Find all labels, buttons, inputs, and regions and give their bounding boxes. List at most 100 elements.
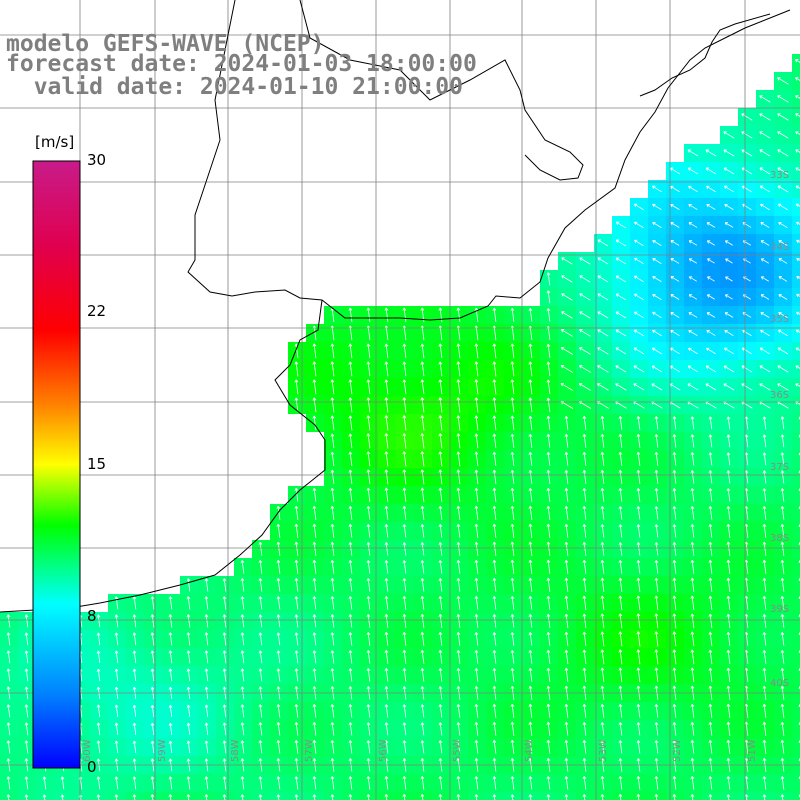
wind-arrow bbox=[582, 703, 587, 718]
wind-arrow bbox=[706, 294, 715, 300]
wind-arrow bbox=[420, 397, 425, 413]
wind-arrow bbox=[330, 578, 335, 592]
wind-arrow bbox=[312, 343, 317, 359]
wind-arrow bbox=[600, 487, 605, 502]
wind-arrow bbox=[725, 276, 733, 282]
wind-arrow bbox=[670, 185, 680, 193]
wind-arrow bbox=[438, 307, 443, 323]
wind-arrow bbox=[420, 343, 425, 359]
wind-arrow bbox=[312, 397, 317, 413]
wind-arrow bbox=[582, 649, 587, 665]
wind-arrow bbox=[597, 275, 609, 283]
wind-arrow bbox=[366, 794, 371, 800]
wind-arrow bbox=[690, 470, 695, 484]
wind-arrow bbox=[762, 739, 767, 754]
wind-arrow bbox=[510, 523, 515, 539]
wind-arrow bbox=[741, 113, 753, 121]
wind-arrow bbox=[600, 613, 605, 629]
wind-arrow bbox=[276, 505, 281, 520]
wind-arrow bbox=[741, 365, 753, 373]
wind-arrow bbox=[726, 794, 731, 800]
wind-arrow bbox=[597, 383, 609, 391]
wind-arrow bbox=[456, 577, 461, 592]
wind-arrow bbox=[186, 740, 191, 754]
wind-arrow bbox=[312, 722, 317, 736]
wind-arrow bbox=[222, 596, 227, 610]
wind-arrow bbox=[796, 239, 800, 244]
wind-arrow bbox=[636, 524, 641, 538]
field-cell bbox=[792, 414, 800, 432]
wind-arrow bbox=[672, 703, 677, 718]
field-cell bbox=[792, 774, 800, 792]
wind-arrow bbox=[510, 433, 515, 449]
wind-arrow bbox=[777, 131, 789, 139]
wind-arrow bbox=[456, 613, 461, 628]
wind-arrow bbox=[510, 721, 515, 736]
wind-arrow bbox=[420, 704, 425, 718]
wind-arrow bbox=[652, 221, 662, 228]
wind-arrow bbox=[24, 704, 29, 718]
wind-arrow bbox=[348, 650, 353, 664]
wind-arrow bbox=[456, 541, 461, 556]
wind-arrow bbox=[366, 397, 371, 413]
wind-arrow bbox=[474, 433, 479, 449]
wind-arrow bbox=[456, 505, 461, 520]
wind-arrow bbox=[492, 397, 497, 413]
wind-arrow bbox=[546, 739, 551, 754]
wind-arrow bbox=[759, 185, 771, 193]
wind-arrow bbox=[96, 668, 101, 682]
wind-arrow bbox=[330, 505, 335, 520]
wind-arrow bbox=[330, 776, 335, 790]
wind-arrow bbox=[528, 308, 533, 322]
field-cell bbox=[792, 216, 800, 234]
wind-arrow bbox=[438, 776, 443, 790]
wind-arrow bbox=[724, 294, 733, 300]
wind-arrow bbox=[312, 541, 317, 556]
field-cell bbox=[792, 522, 800, 540]
wind-arrow bbox=[42, 794, 47, 800]
wind-arrow bbox=[690, 776, 695, 790]
wind-arrow bbox=[672, 667, 677, 683]
wind-arrow bbox=[741, 383, 753, 391]
wind-arrow bbox=[726, 649, 731, 664]
wind-arrow bbox=[654, 451, 659, 466]
wind-arrow bbox=[294, 559, 299, 574]
wind-arrow bbox=[312, 794, 317, 800]
colorbar-tick-22: 22 bbox=[87, 302, 107, 320]
wind-arrow bbox=[114, 722, 119, 736]
field-cell bbox=[594, 792, 612, 800]
wind-arrow bbox=[618, 631, 623, 647]
wind-arrow bbox=[150, 668, 155, 682]
wind-arrow bbox=[582, 613, 587, 629]
wind-arrow bbox=[132, 650, 137, 664]
wind-arrow bbox=[582, 740, 587, 754]
wind-arrow bbox=[654, 667, 659, 683]
field-cell bbox=[666, 792, 684, 800]
wind-arrow bbox=[420, 668, 425, 682]
wind-arrow bbox=[420, 433, 425, 449]
wind-arrow bbox=[384, 469, 389, 485]
wind-arrow bbox=[564, 595, 569, 611]
field-cell bbox=[792, 360, 800, 378]
field-cell bbox=[792, 540, 800, 558]
wind-arrow bbox=[546, 308, 551, 322]
wind-arrow bbox=[672, 722, 677, 736]
wind-arrow bbox=[759, 149, 771, 157]
wind-arrow bbox=[222, 650, 227, 664]
wind-arrow bbox=[114, 740, 119, 754]
wind-arrow bbox=[564, 505, 569, 520]
wind-arrow bbox=[420, 487, 425, 503]
wind-arrow bbox=[708, 523, 713, 538]
wind-arrow bbox=[760, 312, 770, 318]
wind-arrow bbox=[723, 167, 735, 175]
wind-arrow bbox=[723, 149, 735, 157]
wind-arrow bbox=[456, 668, 461, 682]
field-cell bbox=[792, 450, 800, 468]
wind-arrow bbox=[726, 739, 731, 754]
wind-arrow bbox=[492, 343, 497, 359]
wind-arrow bbox=[762, 776, 767, 790]
wind-arrow bbox=[654, 542, 659, 556]
wind-arrow bbox=[546, 415, 551, 431]
wind-arrow bbox=[777, 365, 789, 373]
wind-arrow bbox=[60, 776, 65, 790]
